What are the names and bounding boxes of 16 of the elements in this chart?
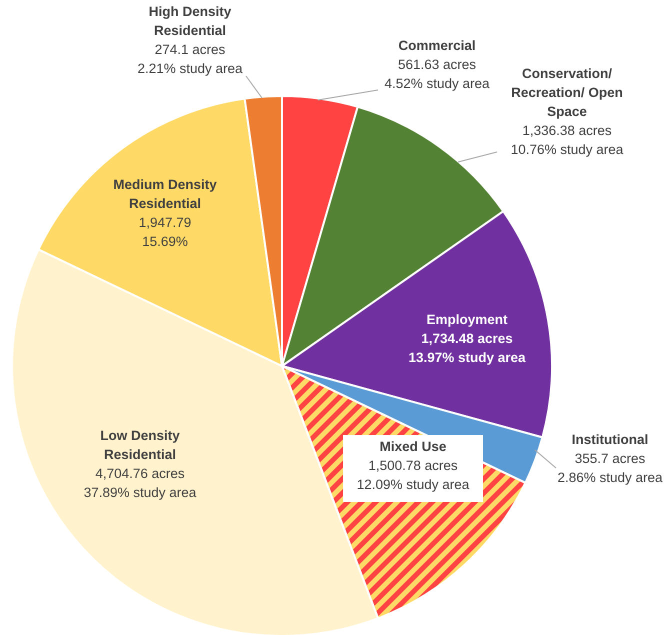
slice-label: Employment	[426, 312, 508, 327]
slice-label: Institutional	[572, 432, 648, 447]
data-label: 1,336.38 acres 10.76% study area	[510, 123, 624, 157]
slice-label: Medium Density Residential	[113, 177, 218, 211]
slice-label: Commercial	[398, 38, 476, 53]
slice-label: Conservation/ Recreation/ Open Space	[511, 66, 623, 119]
data-label: 1,734.48 acres 13.97% study area	[408, 331, 526, 365]
data-label: 4,704.76 acres 37.89% study area	[84, 466, 197, 500]
slice-label: Mixed Use	[380, 439, 447, 454]
slice-label: Low Density Residential	[100, 428, 180, 462]
data-label: 1,947.79 15.69%	[138, 215, 192, 249]
data-label: 1,500.78 acres 12.09% study area	[356, 458, 470, 492]
data-label: 274.1 acres 2.21% study area	[137, 42, 244, 76]
data-label: 355.7 acres 2.86% study area	[557, 451, 664, 485]
data-label: 561.63 acres 4.52% study area	[384, 57, 490, 91]
slice-label: High Density Residential	[148, 4, 232, 38]
